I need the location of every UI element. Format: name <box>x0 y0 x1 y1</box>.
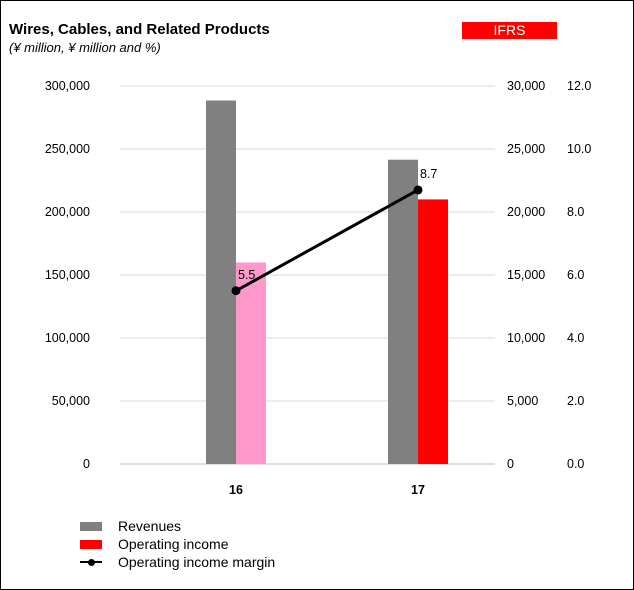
right-axis-tick-label: 20,000 <box>507 205 545 219</box>
legend-label-operating-income-margin: Operating income margin <box>118 554 276 570</box>
chart-plot: 0 50,000 100,000 150,000 200,000 250,000 300,0… <box>45 79 592 497</box>
operating-income-margin-point <box>413 185 423 195</box>
left-axis-tick-label: 300,000 <box>45 79 90 93</box>
revenues-bar <box>206 100 236 465</box>
category-label: 16 <box>229 483 243 497</box>
left-axis-tick-label: 150,000 <box>45 268 90 282</box>
chart-legend: Revenues Operating income Operating inco… <box>80 517 275 571</box>
legend-label-operating-income: Operating income <box>118 536 229 552</box>
margin-data-label: 8.7 <box>420 167 437 181</box>
left-axis-tick-label: 50,000 <box>52 394 90 408</box>
right-axis-tick-label: 15,000 <box>507 268 545 282</box>
revenues-bar <box>388 159 418 464</box>
legend-item-operating-income-margin: Operating income margin <box>80 553 275 571</box>
margin-axis-tick-label: 8.0 <box>567 205 584 219</box>
right-axis-tick-label: 30,000 <box>507 79 545 93</box>
operating-income-bar <box>236 262 266 464</box>
margin-axis-tick-label: 2.0 <box>567 394 584 408</box>
legend-item-operating-income: Operating income <box>80 535 275 553</box>
legend-swatch-revenues <box>80 521 102 531</box>
legend-label-revenues: Revenues <box>118 518 182 534</box>
right-axis-tick-label: 25,000 <box>507 142 545 156</box>
margin-axis-tick-label: 12.0 <box>567 79 591 93</box>
margin-axis-tick-label: 0.0 <box>567 457 584 471</box>
margin-axis-tick-label: 10.0 <box>567 142 591 156</box>
category-label: 17 <box>411 483 425 497</box>
left-axis-tick-label: 200,000 <box>45 205 90 219</box>
left-axis-tick-label: 0 <box>83 457 90 471</box>
margin-axis-tick-label: 6.0 <box>567 268 584 282</box>
legend-swatch-operating-income <box>80 539 102 549</box>
operating-income-margin-point <box>231 286 241 296</box>
legend-item-revenues: Revenues <box>80 517 275 535</box>
chart-subtitle: (¥ million, ¥ million and %) <box>9 40 161 55</box>
left-axis-tick-label: 100,000 <box>45 331 90 345</box>
left-axis-tick-label: 250,000 <box>45 142 90 156</box>
margin-data-label: 5.5 <box>238 268 255 282</box>
operating-income-bar <box>418 199 448 464</box>
legend-swatch-operating-income-margin <box>80 558 102 567</box>
ifrs-badge: IFRS <box>462 22 557 39</box>
right-axis-tick-label: 5,000 <box>507 394 538 408</box>
right-axis-tick-label: 0 <box>507 457 514 471</box>
margin-axis-tick-label: 4.0 <box>567 331 584 345</box>
operating-income-margin-line <box>235 188 419 293</box>
right-axis-tick-label: 10,000 <box>507 331 545 345</box>
chart-title: Wires, Cables, and Related Products <box>9 21 270 38</box>
